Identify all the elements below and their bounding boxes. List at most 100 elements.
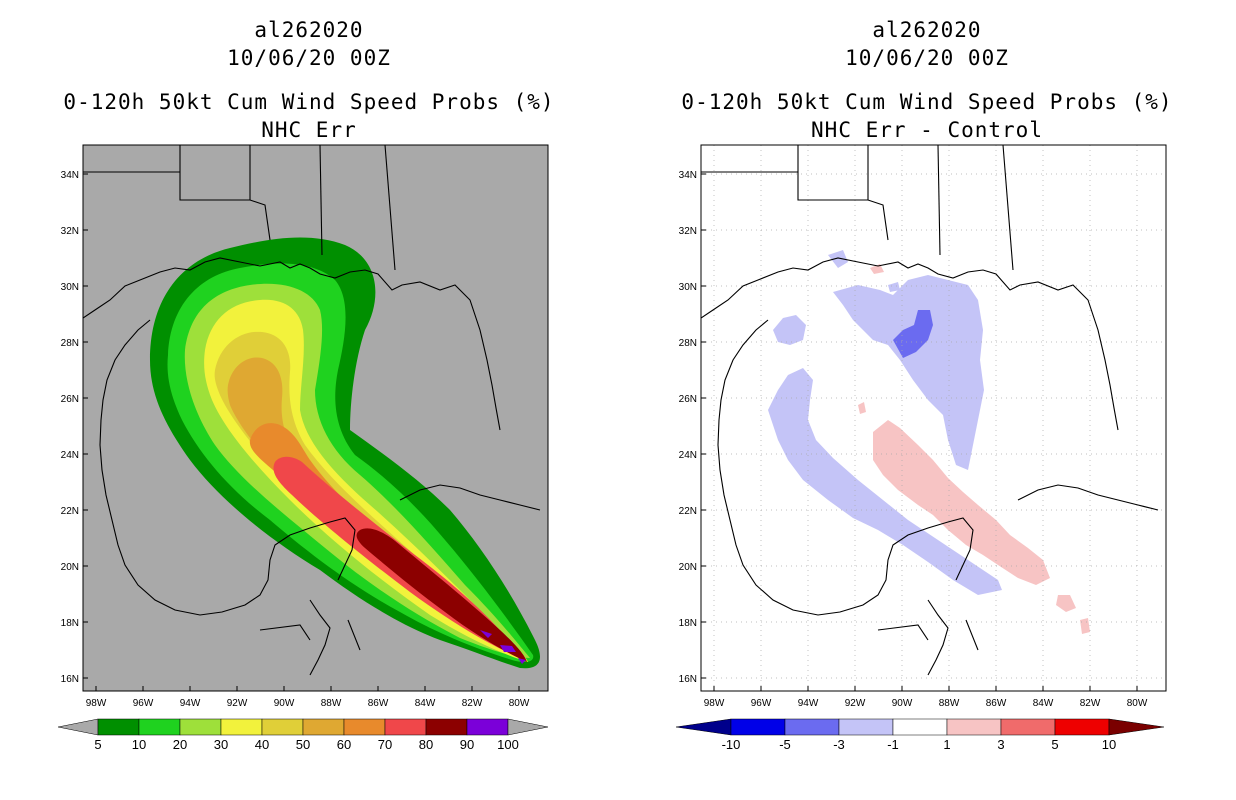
colorbar-label: 40 xyxy=(255,737,269,752)
right-storm-id: al262020 xyxy=(872,18,982,42)
lon-label: 80W xyxy=(509,698,530,709)
lat-label: 28N xyxy=(61,338,79,349)
lon-label: 84W xyxy=(415,698,436,709)
left-map-frame xyxy=(82,144,549,692)
lon-label: 98W xyxy=(86,698,107,709)
colorbar-high-end xyxy=(507,718,549,736)
colorbar-box xyxy=(1054,718,1110,736)
colorbar-box xyxy=(97,718,140,736)
colorbar-label: -5 xyxy=(779,737,791,752)
right-subtitle: NHC Err - Control xyxy=(811,118,1043,142)
lon-label: 90W xyxy=(892,698,913,709)
lon-label: 86W xyxy=(986,698,1007,709)
lat-label: 18N xyxy=(679,618,697,629)
lon-label: 98W xyxy=(704,698,725,709)
lat-label: 30N xyxy=(679,282,697,293)
diff-neg-small xyxy=(828,250,900,292)
lat-label: 24N xyxy=(61,450,79,461)
colorbar-label: 10 xyxy=(132,737,146,752)
lon-label: 90W xyxy=(274,698,295,709)
left-datetime: 10/06/20 00Z xyxy=(227,46,391,70)
lat-label: 28N xyxy=(679,338,697,349)
colorbar-box xyxy=(220,718,263,736)
lat-label: 18N xyxy=(61,618,79,629)
colorbar-low-end xyxy=(57,718,99,736)
colorbar-box xyxy=(946,718,1002,736)
left-colorbar: 5 10 20 30 40 50 60 70 80 90 100 xyxy=(57,718,549,752)
diff-neg-med xyxy=(893,310,933,358)
colorbar-label: 1 xyxy=(943,737,950,752)
colorbar-low-end xyxy=(675,718,732,736)
colorbar-high-end xyxy=(1108,718,1165,736)
swath-80 xyxy=(356,528,527,662)
colorbar-box xyxy=(384,718,427,736)
colorbar-box xyxy=(892,718,948,736)
colorbar-label: 5 xyxy=(94,737,101,752)
left-probability-swath xyxy=(150,237,540,669)
lon-label: 84W xyxy=(1033,698,1054,709)
right-difference-field xyxy=(768,250,1090,634)
lon-label: 92W xyxy=(227,698,248,709)
colorbar-box xyxy=(302,718,345,736)
lon-label: 92W xyxy=(845,698,866,709)
lat-label: 20N xyxy=(61,562,79,573)
colorbar-label: 30 xyxy=(214,737,228,752)
lat-label: 24N xyxy=(679,450,697,461)
right-lat-labels: 34N 32N 30N 28N 26N 24N 22N 20N 18N 16N xyxy=(679,170,706,685)
colorbar-label: 80 xyxy=(419,737,433,752)
colorbar-label: -3 xyxy=(833,737,845,752)
diff-neg-north xyxy=(833,275,984,470)
lat-label: 26N xyxy=(61,394,79,405)
colorbar-label: 3 xyxy=(997,737,1004,752)
right-colorbar: -10 -5 -3 -1 1 3 5 10 xyxy=(675,718,1165,752)
lon-label: 80W xyxy=(1127,698,1148,709)
lon-label: 94W xyxy=(180,698,201,709)
colorbar-box xyxy=(838,718,894,736)
colorbar-box xyxy=(138,718,181,736)
right-datetime: 10/06/20 00Z xyxy=(845,46,1009,70)
left-coastlines xyxy=(83,145,541,676)
colorbar-box xyxy=(466,718,509,736)
right-map: 34N 32N 30N 28N 26N 24N 22N 20N 18N 16N 98W 96W 94W… xyxy=(679,144,1167,709)
colorbar-label: 50 xyxy=(296,737,310,752)
diff-pos-east xyxy=(1056,595,1090,634)
lat-label: 16N xyxy=(679,674,697,685)
diff-neg-coast xyxy=(773,315,806,345)
right-panel: al262020 10/06/20 00Z 0-120h 50kt Cum Wi… xyxy=(618,0,1236,800)
left-storm-id: al262020 xyxy=(254,18,364,42)
lon-label: 86W xyxy=(368,698,389,709)
colorbar-label: 20 xyxy=(173,737,187,752)
colorbar-box xyxy=(425,718,468,736)
lat-label: 26N xyxy=(679,394,697,405)
lat-label: 34N xyxy=(679,170,697,181)
colorbar-label: -10 xyxy=(722,737,741,752)
right-coastlines xyxy=(701,145,1159,676)
lon-label: 96W xyxy=(133,698,154,709)
left-lat-labels: 34N 32N 30N 28N 26N 24N 22N 20N 18N 16N xyxy=(61,170,88,685)
left-lon-labels: 98W 96W 94W 92W 90W 88W 86W 84W 82W 80W xyxy=(86,686,530,709)
colorbar-label: 10 xyxy=(1102,737,1116,752)
lat-label: 20N xyxy=(679,562,697,573)
right-gridlines xyxy=(701,145,1166,691)
lat-label: 22N xyxy=(679,506,697,517)
colorbar-box xyxy=(784,718,840,736)
lon-label: 82W xyxy=(1080,698,1101,709)
lon-label: 94W xyxy=(798,698,819,709)
colorbar-box xyxy=(179,718,222,736)
lat-label: 32N xyxy=(679,226,697,237)
colorbar-box xyxy=(1000,718,1056,736)
colorbar-box xyxy=(261,718,304,736)
colorbar-label: -1 xyxy=(887,737,899,752)
colorbar-box xyxy=(343,718,386,736)
right-product-title: 0-120h 50kt Cum Wind Speed Probs (%) xyxy=(681,90,1173,114)
lat-label: 32N xyxy=(61,226,79,237)
lon-label: 96W xyxy=(751,698,772,709)
colorbar-label: 60 xyxy=(337,737,351,752)
colorbar-label: 100 xyxy=(497,737,519,752)
lat-label: 34N xyxy=(61,170,79,181)
left-map: 34N 32N 30N 28N 26N 24N 22N 20N 18N 16N 98W 96W 94W… xyxy=(61,144,549,709)
lat-label: 22N xyxy=(61,506,79,517)
colorbar-box xyxy=(730,718,786,736)
colorbar-label: 90 xyxy=(460,737,474,752)
lon-label: 82W xyxy=(462,698,483,709)
